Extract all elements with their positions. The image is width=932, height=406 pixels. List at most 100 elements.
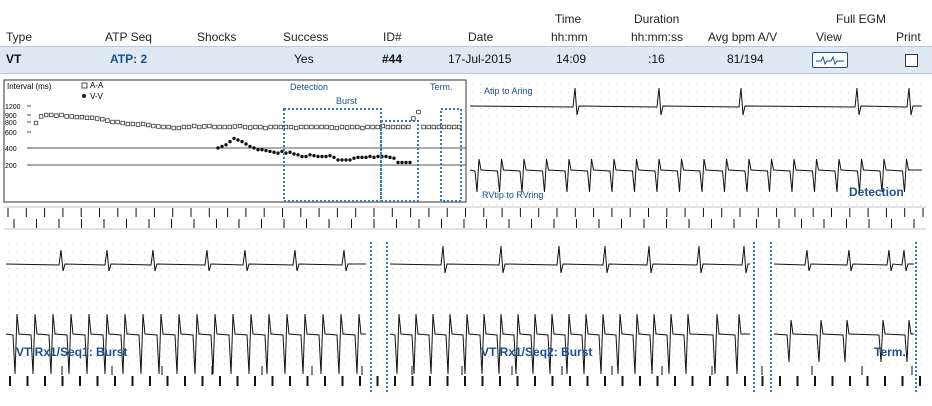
aa-point xyxy=(207,123,212,129)
aa-point xyxy=(350,124,355,130)
vv-point xyxy=(336,158,340,162)
egm-traces xyxy=(5,87,922,375)
interval-label: Interval (ms) xyxy=(7,82,52,91)
vv-point xyxy=(308,153,312,157)
vv-point xyxy=(404,160,408,165)
episode-date: 17-Jul-2015 xyxy=(448,52,512,66)
vv-point xyxy=(264,148,268,153)
aa-point xyxy=(334,125,340,131)
aa-point xyxy=(115,119,120,125)
legend-aa: A-A xyxy=(90,81,104,90)
vv-point xyxy=(280,149,284,154)
vv-point xyxy=(272,150,276,154)
aa-point xyxy=(95,116,100,121)
y-tick-label: 400 xyxy=(5,146,17,153)
aa-point xyxy=(110,119,115,125)
print-checkbox[interactable] xyxy=(905,54,918,67)
aa-point xyxy=(253,124,258,130)
aa-point xyxy=(395,124,401,130)
marker-burst: Burst xyxy=(336,96,358,106)
aa-point xyxy=(263,125,268,131)
episode-time: 14:09 xyxy=(556,52,587,66)
y-tick-label: 800 xyxy=(5,120,17,127)
aa-point xyxy=(278,124,283,130)
vv-point xyxy=(352,156,356,160)
aa-point xyxy=(421,124,426,130)
vv-point xyxy=(360,155,364,160)
aa-point xyxy=(217,124,222,130)
vv-point xyxy=(376,154,380,159)
aa-point xyxy=(426,124,431,130)
marker-channel xyxy=(4,206,926,386)
ventricular-trace-seq1 xyxy=(5,313,366,375)
vv-point xyxy=(344,158,348,162)
col-id: ID# xyxy=(383,30,402,44)
vv-point xyxy=(356,155,360,160)
aa-point xyxy=(324,124,329,130)
atrial-trace-seq1 xyxy=(5,249,366,272)
legend-vv-marker xyxy=(82,94,86,98)
aa-point xyxy=(54,113,59,118)
vv-point xyxy=(276,151,280,155)
vv-point xyxy=(240,139,244,144)
view-egm-button[interactable] xyxy=(812,52,848,68)
col-duration-top: Duration xyxy=(634,12,680,26)
aa-point xyxy=(197,124,202,130)
aa-point xyxy=(79,114,85,120)
col-date: Date xyxy=(468,30,494,44)
episode-avg-bpm: 81/194 xyxy=(727,52,764,66)
vv-point xyxy=(256,148,260,152)
episode-row[interactable]: VT ATP: 2 Yes #44 17-Jul-2015 14:09 :16 … xyxy=(0,46,932,74)
vv-point xyxy=(304,154,308,159)
aa-point xyxy=(84,115,90,120)
atrial-trace-term xyxy=(773,249,914,272)
aa-point xyxy=(191,123,197,129)
aa-point xyxy=(146,122,151,128)
aa-point xyxy=(401,124,406,130)
aa-point xyxy=(248,125,253,130)
aa-point xyxy=(135,122,141,127)
aa-point xyxy=(406,124,411,130)
seq2-label: VT Rx1/Seq2: Burst xyxy=(481,345,592,359)
col-print: Print xyxy=(896,30,921,44)
vv-point xyxy=(292,152,296,156)
aa-point xyxy=(355,124,360,130)
aa-point xyxy=(130,121,136,127)
aa-point xyxy=(268,124,273,130)
aa-point xyxy=(411,116,416,121)
col-atp-seq: ATP Seq xyxy=(105,30,152,44)
vv-point xyxy=(368,154,372,159)
ventricular-trace-top xyxy=(469,158,922,193)
aa-point xyxy=(416,109,421,115)
aa-point xyxy=(446,124,452,130)
vv-point xyxy=(372,155,376,160)
legend-vv: V-V xyxy=(90,92,104,101)
y-tick-label: 1200 xyxy=(5,104,21,111)
y-tick-label: 900 xyxy=(5,113,17,120)
aa-point xyxy=(390,124,396,130)
col-view: View xyxy=(816,30,842,44)
vv-point xyxy=(236,138,240,142)
aa-point xyxy=(212,124,217,130)
aa-point xyxy=(181,124,187,130)
vv-point xyxy=(248,144,252,149)
aa-point xyxy=(156,124,161,129)
aa-point xyxy=(385,124,391,130)
detection-label: Detection xyxy=(849,185,904,199)
ventricular-channel-label: RVtip to RVring xyxy=(482,190,543,200)
aa-point xyxy=(120,120,125,126)
vv-point xyxy=(220,144,224,149)
episode-atp-seq: ATP: 2 xyxy=(110,52,148,66)
col-full-egm: Full EGM xyxy=(836,12,887,26)
vv-point xyxy=(216,146,220,150)
aa-point xyxy=(49,112,54,118)
aa-point xyxy=(304,124,309,130)
vv-point xyxy=(260,148,264,152)
interval-plot xyxy=(3,79,467,203)
vv-point xyxy=(348,158,352,162)
legend-aa-marker xyxy=(81,82,88,89)
atrial-trace-seq2 xyxy=(389,245,750,274)
aa-point xyxy=(38,114,44,119)
col-time-top: Time xyxy=(555,12,582,26)
aa-point xyxy=(202,124,207,129)
